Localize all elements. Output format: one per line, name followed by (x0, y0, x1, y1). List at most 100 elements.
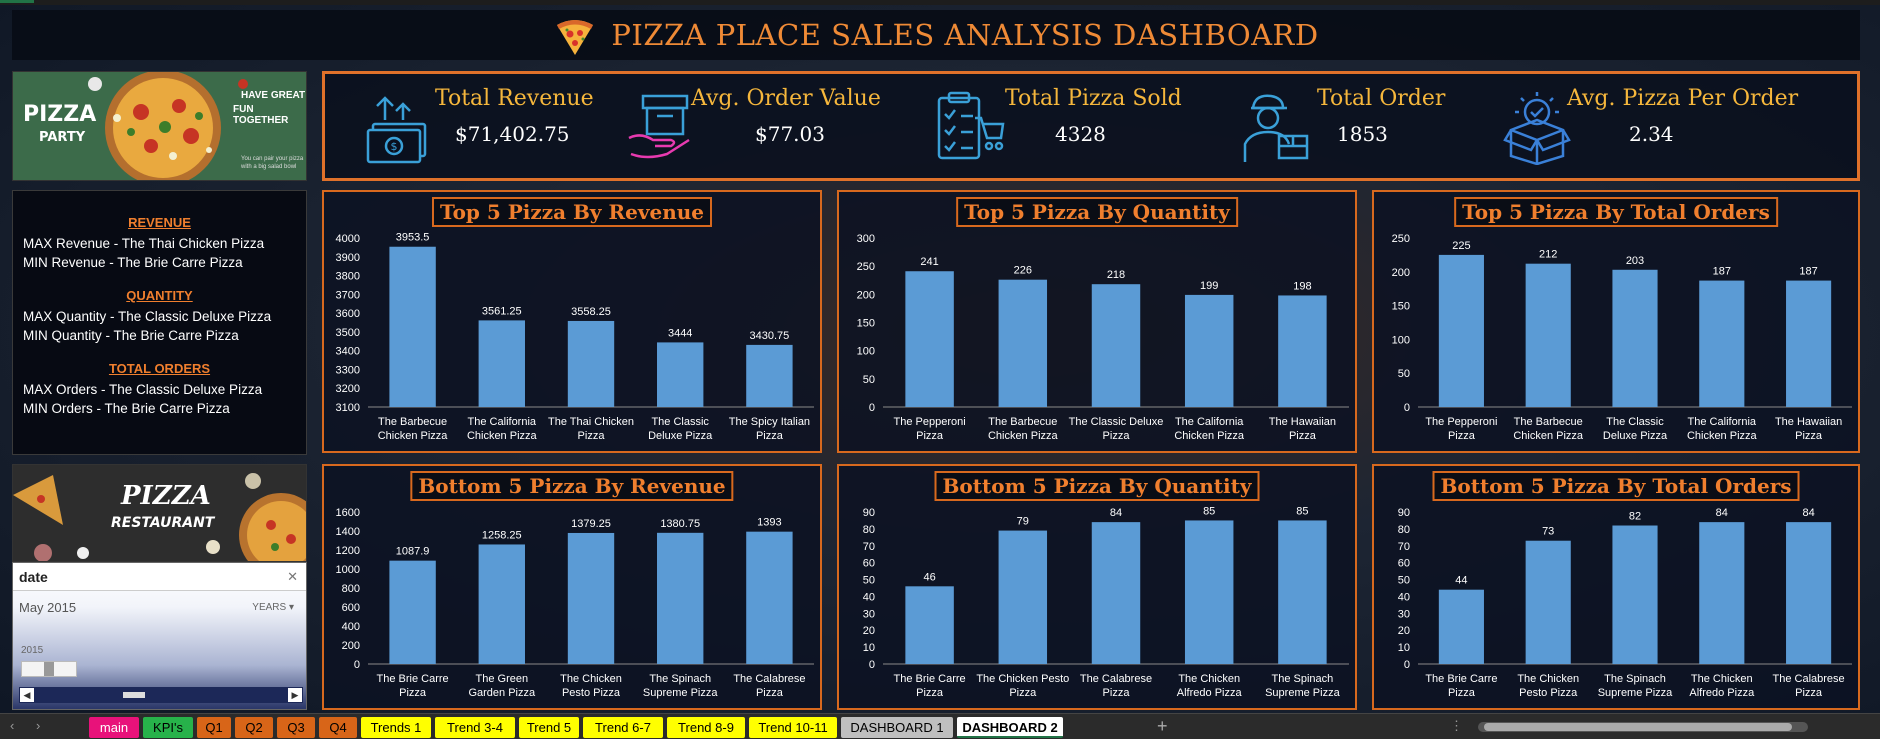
scroll-right-icon[interactable]: ▶ (288, 688, 302, 702)
data-label: 3430.75 (750, 330, 790, 342)
chart-top-revenue: 3100 3200 3300 3400 3500 3600 3700 3800 3900 4000… (322, 190, 822, 453)
sheet-tab-dashboard-1[interactable]: DASHBOARD 1 (841, 717, 953, 738)
category-label: Pesto Pizza (1519, 687, 1578, 699)
bar[interactable] (567, 320, 615, 407)
chart-top-quantity-title: Top 5 Pizza By Quantity (956, 197, 1238, 227)
slicer-period: May 2015 (19, 600, 77, 615)
sheet-tab-trend-8-9[interactable]: Trend 8-9 (667, 717, 745, 738)
sheet-tab-q4[interactable]: Q4 (319, 717, 357, 738)
clear-filter-icon[interactable]: ✕ (287, 569, 298, 584)
y-tick-label: 0 (354, 659, 360, 671)
y-tick-label: 3600 (336, 308, 360, 320)
bar[interactable] (1184, 294, 1234, 407)
sheet-tab-main[interactable]: main (89, 717, 139, 738)
sheet-tab-trends-1[interactable]: Trends 1 (361, 717, 431, 738)
bar[interactable] (1438, 254, 1484, 407)
category-label: Alfredo Pizza (1689, 687, 1755, 699)
timeline-scrollbar[interactable]: ◀ ▶ (19, 687, 303, 703)
scroll-left-icon[interactable]: ◀ (20, 688, 34, 702)
horizontal-scroll-thumb[interactable] (1484, 723, 1792, 731)
kpi-total-revenue-label: Total Revenue (435, 86, 594, 111)
bar[interactable] (1525, 540, 1571, 664)
bar[interactable] (1091, 522, 1141, 664)
data-label: 44 (1455, 575, 1467, 587)
bar[interactable] (389, 246, 436, 407)
timeline-selection[interactable] (44, 662, 54, 676)
data-label: 46 (923, 571, 935, 583)
y-tick-label: 90 (1398, 507, 1410, 519)
sheet-tab-trend-10-11[interactable]: Trend 10-11 (749, 717, 837, 738)
y-tick-label: 3900 (336, 252, 360, 264)
sheet-tab-trend-3-4[interactable]: Trend 3-4 (435, 717, 515, 738)
horizontal-scrollbar[interactable] (1478, 722, 1808, 732)
category-label: Supreme Pizza (1265, 687, 1340, 699)
bar[interactable] (1184, 520, 1234, 664)
y-tick-label: 70 (863, 541, 875, 553)
y-tick-label: 100 (857, 346, 875, 358)
delivery-person-icon (1243, 94, 1309, 162)
bar[interactable] (478, 320, 525, 407)
sheet-tab-trend-5[interactable]: Trend 5 (519, 717, 579, 738)
bar[interactable] (1278, 520, 1327, 664)
tab-nav-next-icon[interactable]: › (36, 718, 41, 733)
bar[interactable] (1786, 522, 1832, 664)
category-label: Alfredo Pizza (1177, 687, 1243, 699)
bar[interactable] (746, 344, 793, 407)
bar[interactable] (746, 531, 793, 664)
category-label: Pesto Pizza (562, 687, 621, 699)
bar[interactable] (1612, 269, 1658, 407)
bar[interactable] (389, 560, 436, 664)
sheet-tab-dashboard-2[interactable]: DASHBOARD 2 (957, 717, 1063, 738)
tab-nav-prev-icon[interactable]: ‹ (10, 718, 15, 733)
y-tick-label: 60 (863, 558, 875, 570)
sheet-tab-q2[interactable]: Q2 (235, 717, 273, 738)
category-label: Deluxe Pizza (648, 430, 713, 442)
sheet-tab-trend-6-7[interactable]: Trend 6-7 (583, 717, 663, 738)
data-label: 84 (1802, 507, 1814, 519)
bar[interactable] (657, 532, 704, 664)
bar[interactable] (1278, 295, 1327, 407)
bar[interactable] (905, 586, 954, 664)
scroll-thumb[interactable] (123, 692, 145, 698)
y-tick-label: 50 (1398, 575, 1410, 587)
y-tick-label: 10 (863, 642, 875, 654)
party-word1: PIZZA (23, 102, 97, 127)
data-label: 79 (1017, 516, 1029, 528)
bar[interactable] (478, 544, 525, 664)
y-tick-label: 3100 (336, 402, 360, 414)
sheet-tab-q1[interactable]: Q1 (197, 717, 231, 738)
title-banner: PIZZA PLACE SALES ANALYSIS DASHBOARD (12, 10, 1860, 60)
date-slicer[interactable]: date ✕ May 2015 YEARS ▾ 2015 ◀ ▶ (12, 562, 307, 710)
category-label: Supreme Pizza (1598, 687, 1673, 699)
timeline-bar[interactable] (21, 661, 77, 677)
more-options-icon[interactable]: ⋮ (1450, 718, 1463, 733)
bar[interactable] (567, 532, 615, 664)
bar[interactable] (998, 530, 1048, 664)
bar[interactable] (1786, 280, 1832, 407)
bar[interactable] (1699, 522, 1745, 664)
bar[interactable] (998, 279, 1048, 407)
kpi-total-revenue: $ Total Revenue $71,402.75 (365, 82, 594, 172)
chart-bottom-quantity-title: Bottom 5 Pizza By Quantity (934, 471, 1260, 501)
sheet-tab-q3[interactable]: Q3 (277, 717, 315, 738)
bar[interactable] (905, 271, 954, 407)
bar[interactable] (657, 342, 704, 407)
bar[interactable] (1525, 263, 1571, 407)
kpi-avg-pizza-value: 2.34 (1629, 122, 1674, 146)
bar[interactable] (1612, 525, 1658, 664)
chart-bottom-orders-title: Bottom 5 Pizza By Total Orders (1432, 471, 1800, 501)
category-label: Garden Pizza (468, 687, 536, 699)
chevron-down-icon: ▾ (288, 602, 294, 613)
add-sheet-icon[interactable]: + (1157, 716, 1168, 736)
sheet-tab-kpi-s[interactable]: KPI's (143, 717, 193, 738)
revenue-heading: REVENUE (128, 215, 191, 230)
slicer-unit-select[interactable]: YEARS ▾ (252, 602, 294, 613)
category-label: Pizza (1448, 687, 1476, 699)
category-label: Chicken Pizza (1174, 430, 1245, 442)
bar[interactable] (1438, 589, 1484, 664)
bar[interactable] (1091, 284, 1141, 407)
app-accent (0, 0, 34, 3)
chart-top-orders-svg: 0 50 100 150 200 250 225 The Pepperoni Pizza 212 T… (1392, 233, 1852, 442)
y-tick-label: 0 (869, 402, 875, 414)
bar[interactable] (1699, 280, 1745, 407)
